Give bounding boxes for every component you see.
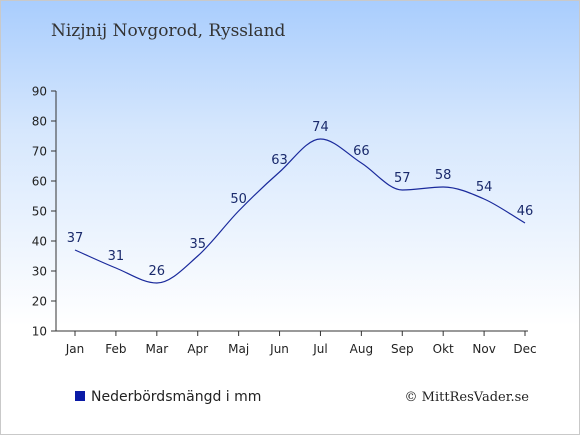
- data-label: 37: [67, 231, 84, 246]
- x-tick-label: Okt: [433, 342, 454, 356]
- y-tick-label: 10: [32, 325, 47, 339]
- x-tick-label: Sep: [391, 342, 414, 356]
- x-tick-label: Aug: [350, 342, 373, 356]
- x-tick-label: Dec: [513, 342, 536, 356]
- data-label: 74: [312, 120, 329, 135]
- x-tick-label: Mar: [145, 342, 168, 356]
- data-label: 54: [476, 180, 493, 195]
- x-tick-label: Maj: [228, 342, 249, 356]
- data-label: 31: [108, 249, 125, 264]
- x-tick-label: Jan: [65, 342, 85, 356]
- x-tick-label: Apr: [187, 342, 208, 356]
- data-label: 66: [353, 144, 370, 159]
- data-label: 58: [435, 168, 452, 183]
- data-label: 26: [149, 264, 166, 279]
- series-line: [74, 138, 526, 284]
- data-label: 57: [394, 171, 411, 186]
- y-tick-label: 90: [32, 85, 47, 99]
- y-tick-label: 80: [32, 115, 47, 129]
- y-tick-label: 50: [32, 205, 47, 219]
- legend: Nederbördsmängd i mm: [75, 389, 261, 405]
- data-label: 46: [517, 204, 534, 219]
- y-tick-label: 30: [32, 265, 47, 279]
- copyright-credit: © MittResVader.se: [404, 390, 529, 405]
- y-tick-label: 40: [32, 235, 47, 249]
- x-tick-label: Nov: [472, 342, 495, 356]
- data-label: 50: [230, 192, 247, 207]
- y-tick-label: 70: [32, 145, 47, 159]
- y-tick-label: 20: [32, 295, 47, 309]
- x-tick-label: Feb: [105, 342, 126, 356]
- x-tick-label: Jun: [269, 342, 289, 356]
- chart-title: Nizjnij Novgorod, Ryssland: [51, 21, 286, 41]
- x-tick-label: Jul: [312, 342, 327, 356]
- legend-swatch: [75, 391, 85, 401]
- y-tick-label: 60: [32, 175, 47, 189]
- legend-label: Nederbördsmängd i mm: [91, 389, 262, 405]
- data-label: 63: [271, 153, 288, 168]
- data-label: 35: [189, 237, 206, 252]
